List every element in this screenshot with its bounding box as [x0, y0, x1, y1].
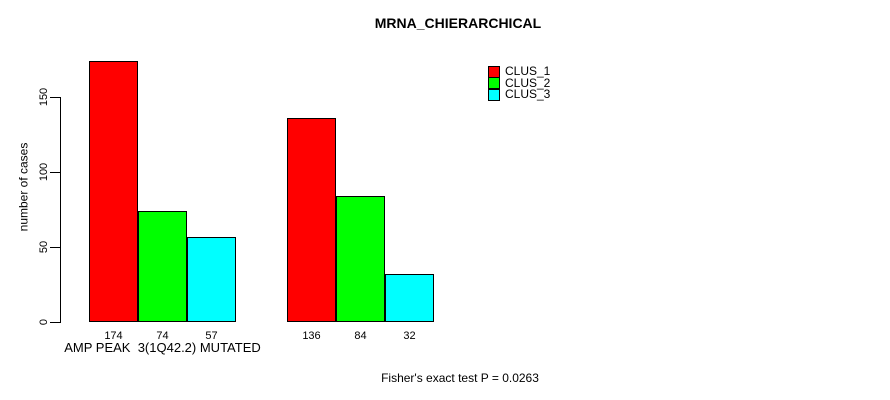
bar-clus_3-group2 — [385, 274, 434, 322]
x-axis-group-label: AMP PEAK 3(1Q42.2) MUTATED — [64, 340, 261, 355]
legend: CLUS_1 CLUS_2 CLUS_3 — [488, 64, 551, 101]
y-axis-tick-label-text: 100 — [38, 162, 51, 182]
y-axis-tick-label-text: 150 — [38, 87, 51, 107]
bar-value-label: 84 — [354, 330, 367, 342]
y-axis-tick-label-text: 50 — [38, 240, 50, 254]
bar-value-label: 74 — [156, 330, 169, 342]
legend-item-label: CLUS_2 — [505, 75, 551, 90]
bar-value-label: 32 — [403, 330, 416, 342]
fisher-test-caption: Fisher's exact test P = 0.0263 — [381, 371, 539, 385]
bar-value-label: 174 — [104, 330, 123, 342]
legend-item-label: CLUS_1 — [505, 64, 551, 78]
y-axis-line — [60, 97, 61, 323]
legend-item: CLUS_3 — [488, 87, 551, 101]
bar-clus_1-group1 — [89, 61, 138, 322]
legend-item-label: CLUS_3 — [505, 87, 551, 101]
bar-value-label: 136 — [302, 330, 321, 342]
bar-clus_2-group2 — [336, 196, 385, 322]
bar-clus_1-group2 — [287, 118, 336, 322]
bar-clus_3-group1 — [187, 236, 236, 322]
y-axis-tick — [50, 172, 60, 173]
y-axis-tick — [50, 97, 60, 98]
y-axis-tick — [50, 247, 60, 248]
y-axis-tick-label-text: 0 — [38, 318, 50, 326]
y-axis-tick — [50, 322, 60, 323]
legend-item: CLUS_2 — [488, 75, 551, 90]
legend-color-swatch — [488, 88, 500, 101]
legend-color-swatch — [488, 65, 500, 78]
bar-clus_2-group1 — [138, 211, 187, 322]
bar-value-label: 57 — [205, 330, 218, 342]
legend-color-swatch — [488, 77, 500, 90]
y-axis-title-text: number of cases — [16, 142, 30, 232]
chart-title: MRNA_CHIERARCHICAL — [374, 15, 542, 31]
